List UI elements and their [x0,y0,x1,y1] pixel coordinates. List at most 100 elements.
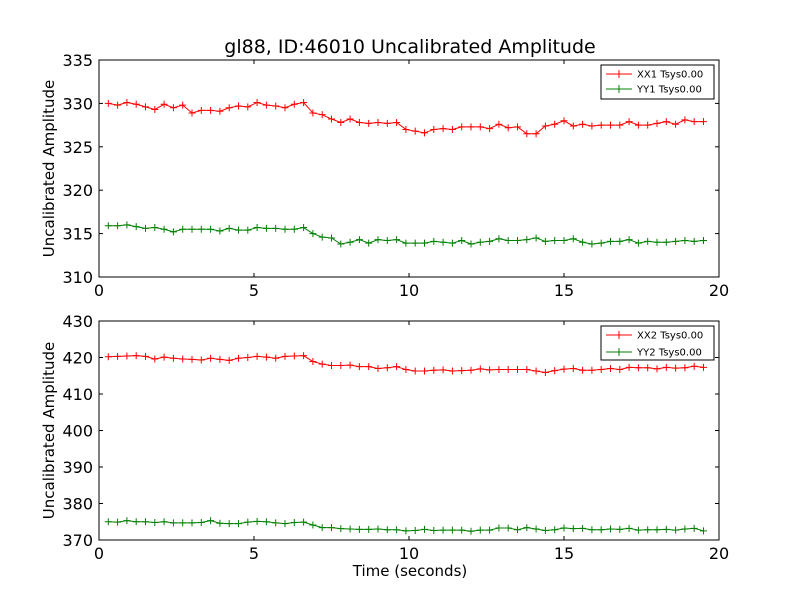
top-y-tick-label: 325 [62,138,93,157]
bottom-series-1-point [467,527,475,535]
top-ticks-layer: 0 5 10 15 20 310 315 320 325 330 335 [62,51,729,300]
bottom-series-1-point [151,518,159,526]
bottom-series-0-point [569,364,577,372]
bottom-series-1-point [337,525,345,533]
bottom-series-1-point [458,526,466,534]
top-series-0-point [653,119,661,127]
top-series-0-point [123,99,131,107]
top-series-0-point [644,121,652,129]
bottom-series-1-point [235,520,242,528]
top-series-0-point [272,102,280,110]
bottom-series-0-point [160,353,168,361]
top-series-0-point [393,118,401,126]
top-series-1-point [197,225,205,233]
bottom-series-1-point [411,527,419,535]
bottom-series-1-point [551,526,559,534]
top-series-1-point [616,237,624,245]
bottom-series-0-point [244,354,252,361]
top-series-0-point [569,122,577,130]
bottom-x-tick-label: 15 [554,544,574,563]
bottom-legend: XX2 Tsys0.00 YY2 Tsys0.00 [600,325,715,361]
top-series-0-point [346,115,354,123]
bottom-series-0-point [104,353,112,361]
bottom-series-0-point [123,352,131,360]
top-series-0-point [225,104,233,112]
bottom-x-tick-label: 10 [399,544,419,563]
top-series-1-point [123,221,131,229]
bottom-series-0-point [439,366,447,374]
top-x-tick-label: 20 [709,281,729,300]
top-series-1-point [439,238,447,246]
top-series-1-point [160,225,168,233]
bottom-series-0-point [448,367,456,375]
top-series-1-point [355,236,363,244]
top-legend: XX1 Tsys0.00 YY1 Tsys0.00 [600,64,715,100]
top-series-1-point [169,228,177,236]
top-series-1-point [467,240,475,248]
bottom-series-1-point [402,527,410,535]
top-series-0-point [476,123,484,131]
bottom-series-1-point [672,526,680,534]
bottom-series-1-point [681,525,689,533]
top-series-1-point [374,236,382,244]
top-series-1-point [681,237,689,245]
bottom-legend-label-xx2: XX2 Tsys0.00 [637,331,703,342]
top-series-0-point [458,123,466,131]
bottom-series-1-point [346,525,354,533]
top-series-0-point [523,130,531,138]
top-series-1-point [151,224,159,232]
top-series-1-point [188,225,196,233]
bottom-x-tick-label: 20 [709,544,729,563]
top-series-0-point [262,101,270,109]
top-series-0-point [253,99,261,107]
top-series-0-point [114,101,122,109]
top-series-0-point [328,115,335,123]
top-series-1-point [337,240,345,248]
top-series-1-point [662,238,670,246]
bottom-y-axis-label: Uncalibrated Amplitude [40,342,58,519]
bottom-series-1-point [281,520,289,528]
bottom-series-0-point [588,366,596,374]
bottom-series-0-point [207,354,215,362]
top-series-1-point [700,237,707,245]
top-series-0-point [421,129,428,137]
top-series-1-point [541,237,549,245]
top-y-tick-label: 335 [62,51,93,70]
bottom-series-1-point [216,519,224,527]
bottom-series-0-point [411,367,419,375]
bottom-series-0-point [374,364,382,372]
bottom-series-1-point [300,518,308,526]
bottom-series-1-point [142,518,149,526]
top-series-1-point [672,237,680,245]
bottom-series-1-point [690,524,698,532]
bottom-series-0-point [504,366,512,374]
top-series-1-point [318,233,326,241]
top-series-1-point [486,237,494,245]
bottom-y-tick-label: 370 [62,531,93,550]
bottom-series-1-point [616,525,624,533]
bottom-series-0-point [681,364,689,372]
top-series-0-point [383,119,391,127]
top-series-0-point [309,109,317,117]
top-y-axis-label: Uncalibrated Amplitude [40,80,58,257]
bottom-series-1-point [560,524,568,532]
bottom-series-1-point [253,517,261,525]
bottom-series-1-point [160,518,168,526]
bottom-series-1-point [272,519,280,527]
x-axis-label: Time (seconds) [352,562,468,580]
top-series-0-point [662,118,670,126]
bottom-series-0-point [197,356,205,364]
top-x-tick-label: 0 [94,281,104,300]
top-series-0-point [179,101,187,109]
bottom-series-0-point [579,366,587,374]
top-series-0-point [132,100,140,108]
bottom-x-tick-label: 0 [94,544,104,563]
bottom-series-0-point [188,355,196,363]
top-series-1-point [328,234,335,242]
bottom-series-0-point [355,363,363,371]
bottom-legend-label-yy2: YY2 Tsys0.00 [636,348,702,359]
top-y-tick-label: 310 [62,268,93,287]
top-y-tick-label: 330 [62,94,93,113]
bottom-series-1-point [579,524,587,532]
